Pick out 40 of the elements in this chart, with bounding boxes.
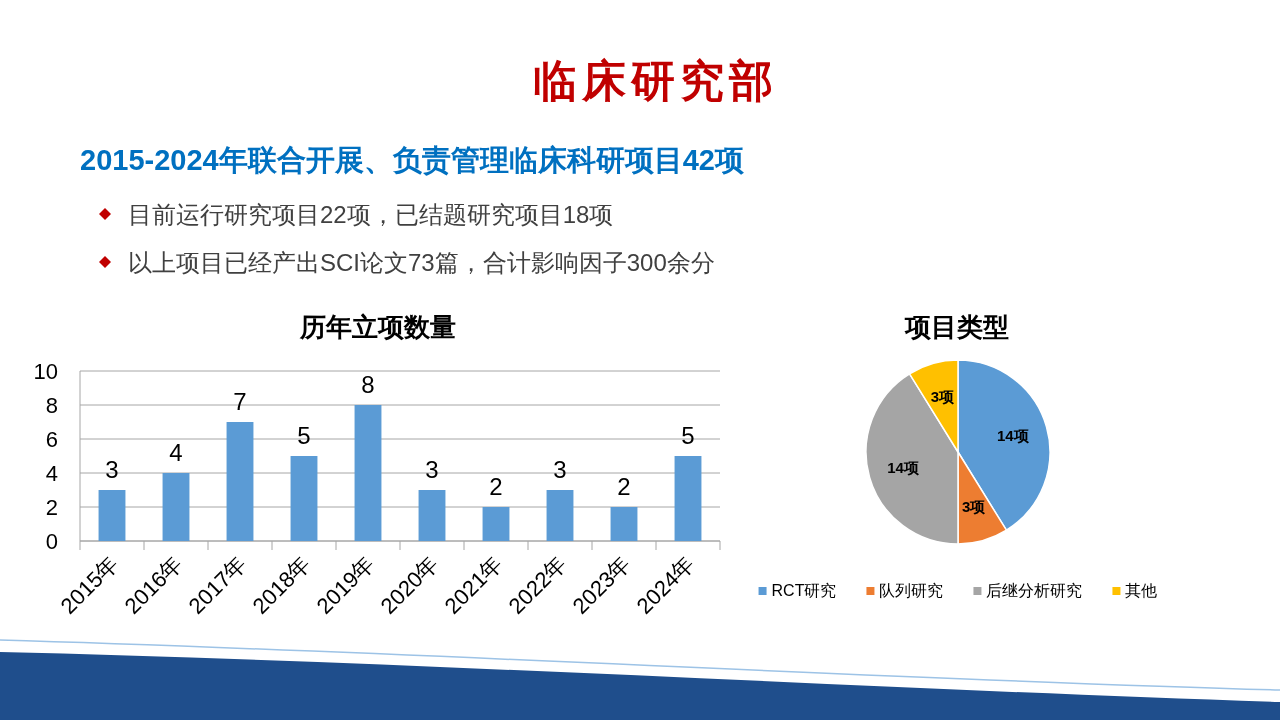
bar <box>546 490 574 541</box>
data-label: 5 <box>681 422 695 449</box>
y-tick-label: 10 <box>33 359 58 384</box>
data-label: 3 <box>553 456 567 483</box>
text: 以上项目已经产出SCI论文73篇，合计影响因子300余分 <box>128 249 715 276</box>
bar <box>354 405 382 541</box>
data-label: 2 <box>489 473 503 500</box>
y-tick-label: 2 <box>45 495 58 520</box>
bar <box>98 490 126 541</box>
bar <box>482 507 510 541</box>
data-label: 8 <box>361 371 375 398</box>
data-label: 3 <box>105 456 119 483</box>
legend-label: 队列研究 <box>879 582 944 599</box>
bar <box>162 473 190 541</box>
data-label: 3项 <box>961 497 987 515</box>
bar <box>610 507 638 541</box>
y-tick-label: 8 <box>45 393 58 418</box>
data-label: 3 <box>425 456 439 483</box>
data-label: 14项 <box>887 458 920 476</box>
legend-label: 后继分析研究 <box>986 582 1083 599</box>
bar <box>226 422 254 541</box>
data-label: 2 <box>617 473 631 500</box>
data-label: 14项 <box>997 427 1030 445</box>
text: 目前运行研究项目22项，已结题研究项目18项 <box>128 201 614 228</box>
text: 2015-2024年联合开展、负责管理临床科研项目42项 <box>80 144 744 176</box>
chart-title: 项目类型 <box>904 312 1009 342</box>
chart-title: 历年立项数量 <box>299 312 456 342</box>
legend-label: RCT研究 <box>771 582 837 599</box>
data-label: 7 <box>233 388 247 415</box>
legend-label: 其他 <box>1125 582 1158 599</box>
y-tick-label: 0 <box>45 529 58 554</box>
data-label: 3项 <box>930 388 956 406</box>
bar <box>418 490 446 541</box>
text: 临床研究部 <box>532 56 778 105</box>
y-tick-label: 4 <box>45 461 58 486</box>
data-label: 5 <box>297 422 311 449</box>
bar <box>290 456 318 541</box>
data-label: 4 <box>169 439 183 466</box>
y-tick-label: 6 <box>45 427 58 452</box>
bar <box>674 456 702 541</box>
